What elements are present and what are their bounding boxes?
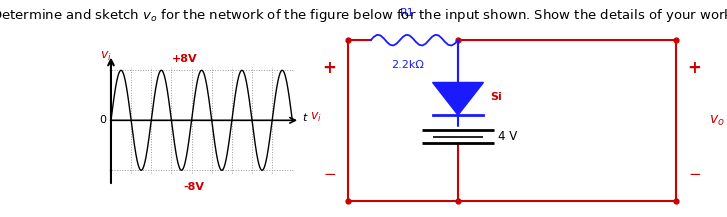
Polygon shape [433, 82, 483, 115]
Text: $v_i$: $v_i$ [100, 50, 112, 63]
Text: −: − [323, 167, 336, 182]
Text: +: + [322, 59, 337, 77]
Text: $v_i$: $v_i$ [310, 111, 322, 124]
Text: +8V: +8V [172, 54, 198, 64]
Text: $v_o$: $v_o$ [709, 113, 725, 128]
Text: R1: R1 [400, 8, 414, 18]
Text: $t$: $t$ [302, 111, 309, 123]
Text: Determine and sketch $v_o$ for the network of the figure below for the input sho: Determine and sketch $v_o$ for the netwo… [0, 7, 727, 23]
Text: 2.2kΩ: 2.2kΩ [390, 60, 424, 70]
Text: 4 V: 4 V [498, 130, 517, 143]
Text: 0: 0 [100, 115, 106, 125]
Text: −: − [688, 167, 701, 182]
Text: +: + [687, 59, 702, 77]
Text: -8V: -8V [184, 182, 205, 192]
Text: Si: Si [491, 92, 502, 102]
